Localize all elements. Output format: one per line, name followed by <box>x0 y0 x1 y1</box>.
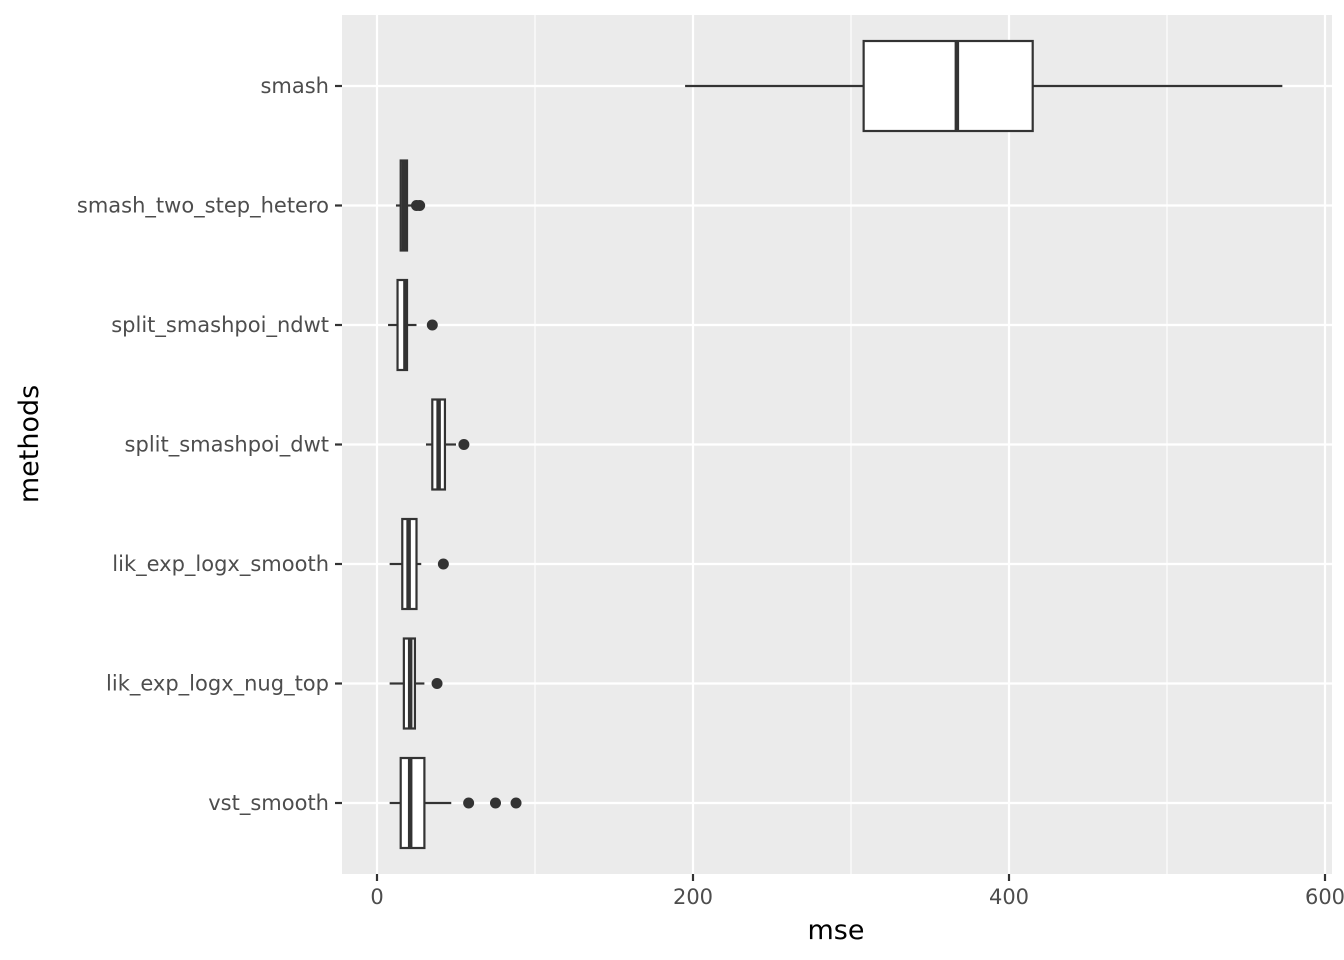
x-axis: 0 200 400 600 <box>370 874 1344 909</box>
y-tick-label: vst_smooth <box>208 791 329 816</box>
y-tick-label: lik_exp_logx_nug_top <box>106 672 329 697</box>
box-iqr <box>862 39 1034 133</box>
y-tick-label: split_smashpoi_ndwt <box>111 313 329 338</box>
x-tick-label: 600 <box>1305 885 1344 909</box>
x-tick-label: 200 <box>673 885 713 909</box>
x-axis-title: mse <box>808 915 865 946</box>
outlier-point <box>437 558 449 570</box>
outlier-point <box>431 678 443 689</box>
outlier-point <box>426 319 438 331</box>
outlier-point <box>414 200 426 211</box>
y-axis: vst_smooth lik_exp_logx_nug_top lik_exp_lo… <box>77 74 342 816</box>
y-axis-title: methods <box>14 385 45 503</box>
outlier-point <box>463 797 475 809</box>
y-tick-label: lik_exp_logx_smooth <box>112 552 329 577</box>
y-tick-label: split_smashpoi_dwt <box>125 433 329 458</box>
x-tick-label: 400 <box>989 885 1029 909</box>
outlier-point <box>490 797 501 809</box>
y-tick-label: smash_two_step_hetero <box>77 194 329 219</box>
y-tick-label: smash <box>260 74 329 98</box>
box-iqr <box>399 756 426 850</box>
outlier-point <box>458 439 470 450</box>
box-layer <box>388 39 1283 850</box>
x-tick-label: 0 <box>370 885 383 909</box>
outlier-point <box>510 797 522 809</box>
